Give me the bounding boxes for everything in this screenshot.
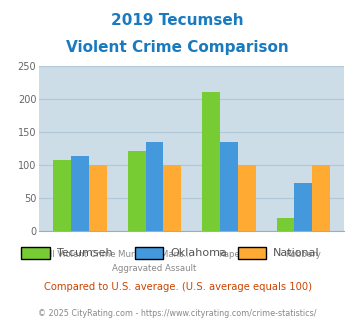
Text: Violent Crime Comparison: Violent Crime Comparison [66, 40, 289, 54]
Bar [128, 151, 146, 231]
Bar [294, 183, 312, 231]
Bar [220, 142, 238, 231]
Text: Aggravated Assault: Aggravated Assault [112, 264, 197, 273]
Text: 2019 Tecumseh: 2019 Tecumseh [111, 13, 244, 28]
Bar [238, 165, 256, 231]
Text: Compared to U.S. average. (U.S. average equals 100): Compared to U.S. average. (U.S. average … [44, 282, 311, 292]
Bar [89, 165, 107, 231]
Bar [53, 160, 71, 231]
Text: © 2025 CityRating.com - https://www.cityrating.com/crime-statistics/: © 2025 CityRating.com - https://www.city… [38, 309, 317, 317]
Bar [71, 156, 89, 231]
Bar [202, 92, 220, 231]
Bar [163, 165, 181, 231]
Text: Murder & Mans...: Murder & Mans... [118, 250, 191, 259]
Text: Robbery: Robbery [285, 250, 321, 259]
Text: Tecumseh: Tecumseh [57, 248, 113, 258]
Text: Oklahoma: Oklahoma [170, 248, 227, 258]
Text: Rape: Rape [218, 250, 240, 259]
Bar [277, 218, 294, 231]
Text: National: National [273, 248, 320, 258]
Bar [312, 165, 330, 231]
Text: All Violent Crime: All Violent Crime [44, 250, 116, 259]
Bar [146, 142, 163, 231]
